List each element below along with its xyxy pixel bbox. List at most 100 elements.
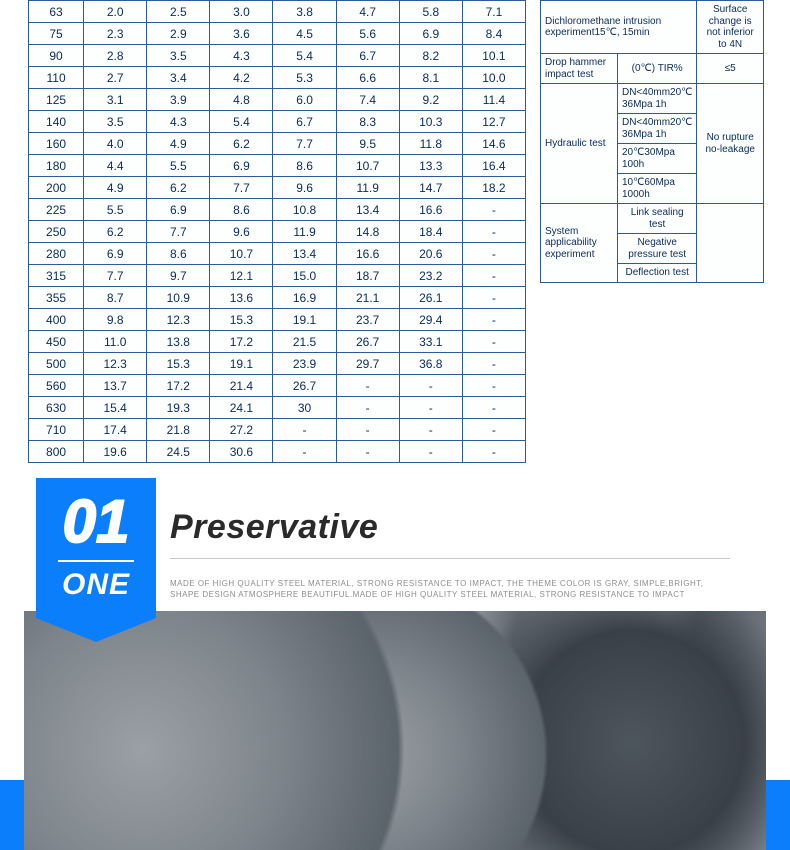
table-cell: - xyxy=(462,243,525,265)
table-cell: 160 xyxy=(29,133,84,155)
table-cell: 23.7 xyxy=(336,309,399,331)
table-row: 2255.56.98.610.813.416.6- xyxy=(29,199,526,221)
spec-cell: Negative pressure test xyxy=(617,234,696,264)
feature-badge: 01 ONE xyxy=(36,478,156,618)
table-cell: 10.1 xyxy=(462,45,525,67)
table-cell: 19.3 xyxy=(147,397,210,419)
table-row: 50012.315.319.123.929.736.8- xyxy=(29,353,526,375)
table-cell: 2.5 xyxy=(147,1,210,23)
table-cell: 21.5 xyxy=(273,331,336,353)
table-cell: 16.4 xyxy=(462,155,525,177)
table-cell: 125 xyxy=(29,89,84,111)
table-cell: 18.2 xyxy=(462,177,525,199)
table-cell: 16.6 xyxy=(399,199,462,221)
table-row: 1102.73.44.25.36.68.110.0 xyxy=(29,67,526,89)
table-cell: - xyxy=(273,441,336,463)
accent-strip-right xyxy=(766,780,790,850)
table-row: 56013.717.221.426.7--- xyxy=(29,375,526,397)
table-cell: 8.6 xyxy=(210,199,273,221)
table-cell: 9.5 xyxy=(336,133,399,155)
table-cell: 11.4 xyxy=(462,89,525,111)
table-row: 2806.98.610.713.416.620.6- xyxy=(29,243,526,265)
table-row: 3157.79.712.115.018.723.2- xyxy=(29,265,526,287)
table-cell: 11.8 xyxy=(399,133,462,155)
table-cell: 20.6 xyxy=(399,243,462,265)
table-cell: 355 xyxy=(29,287,84,309)
table-row: 2506.27.79.611.914.818.4- xyxy=(29,221,526,243)
feature-underline xyxy=(170,558,730,559)
table-cell: 21.4 xyxy=(210,375,273,397)
table-row: 3558.710.913.616.921.126.1- xyxy=(29,287,526,309)
table-cell: 14.8 xyxy=(336,221,399,243)
table-cell: - xyxy=(399,419,462,441)
table-cell: 6.6 xyxy=(336,67,399,89)
table-cell: 3.5 xyxy=(84,111,147,133)
table-cell: 14.6 xyxy=(462,133,525,155)
spec-cell: Surface change is not inferior to 4N xyxy=(697,1,764,54)
table-cell: 8.3 xyxy=(336,111,399,133)
table-cell: 26.1 xyxy=(399,287,462,309)
table-cell: 7.4 xyxy=(336,89,399,111)
table-cell: 500 xyxy=(29,353,84,375)
table-cell: 8.4 xyxy=(462,23,525,45)
table-row: 71017.421.827.2---- xyxy=(29,419,526,441)
table-cell: 10.0 xyxy=(462,67,525,89)
table-cell: 6.2 xyxy=(84,221,147,243)
table-cell: 180 xyxy=(29,155,84,177)
table-cell: 200 xyxy=(29,177,84,199)
table-cell: - xyxy=(462,441,525,463)
table-cell: 3.8 xyxy=(273,1,336,23)
table-cell: 5.6 xyxy=(336,23,399,45)
table-cell: 13.7 xyxy=(84,375,147,397)
table-cell: 15.3 xyxy=(210,309,273,331)
table-cell: 10.3 xyxy=(399,111,462,133)
table-cell: 710 xyxy=(29,419,84,441)
table-cell: 3.6 xyxy=(210,23,273,45)
table-cell: 9.7 xyxy=(147,265,210,287)
table-cell: - xyxy=(336,397,399,419)
table-cell: 17.2 xyxy=(147,375,210,397)
table-cell: 3.0 xyxy=(210,1,273,23)
table-cell: 36.8 xyxy=(399,353,462,375)
table-row: 45011.013.817.221.526.733.1- xyxy=(29,331,526,353)
table-cell: - xyxy=(336,375,399,397)
table-cell: 29.4 xyxy=(399,309,462,331)
table-cell: 630 xyxy=(29,397,84,419)
table-cell: 8.6 xyxy=(147,243,210,265)
table-cell: 19.1 xyxy=(210,353,273,375)
table-cell: 8.1 xyxy=(399,67,462,89)
table-cell: 10.8 xyxy=(273,199,336,221)
table-cell: - xyxy=(399,441,462,463)
spec-cell: System applicability experiment xyxy=(541,204,618,283)
table-cell: 7.7 xyxy=(84,265,147,287)
table-cell: 12.3 xyxy=(84,353,147,375)
table-cell: 17.4 xyxy=(84,419,147,441)
table-cell: 7.7 xyxy=(210,177,273,199)
table-cell: 21.1 xyxy=(336,287,399,309)
spec-cell: 10℃60Mpa 1000h xyxy=(617,174,696,204)
table-cell: 6.7 xyxy=(273,111,336,133)
table-cell: 4.4 xyxy=(84,155,147,177)
table-cell: 18.4 xyxy=(399,221,462,243)
table-cell: 19.1 xyxy=(273,309,336,331)
badge-number: 01 xyxy=(36,478,156,552)
table-cell: 400 xyxy=(29,309,84,331)
spec-cell: Dichloromethane intrusion experiment15℃,… xyxy=(541,1,697,54)
spec-cell: No rupture no-leakage xyxy=(697,84,764,204)
table-cell: 4.7 xyxy=(336,1,399,23)
table-cell: 6.0 xyxy=(273,89,336,111)
table-cell: - xyxy=(399,375,462,397)
spec-cell: Deflection test xyxy=(617,264,696,283)
table-cell: 5.4 xyxy=(210,111,273,133)
table-cell: 560 xyxy=(29,375,84,397)
table-cell: 75 xyxy=(29,23,84,45)
table-cell: 2.0 xyxy=(84,1,147,23)
table-cell: 10.7 xyxy=(336,155,399,177)
table-cell: 4.9 xyxy=(147,133,210,155)
table-cell: - xyxy=(336,441,399,463)
table-cell: - xyxy=(462,331,525,353)
table-cell: 24.5 xyxy=(147,441,210,463)
accent-strip-left xyxy=(0,780,24,850)
table-cell: 11.0 xyxy=(84,331,147,353)
spec-cell: 20℃30Mpa 100h xyxy=(617,144,696,174)
